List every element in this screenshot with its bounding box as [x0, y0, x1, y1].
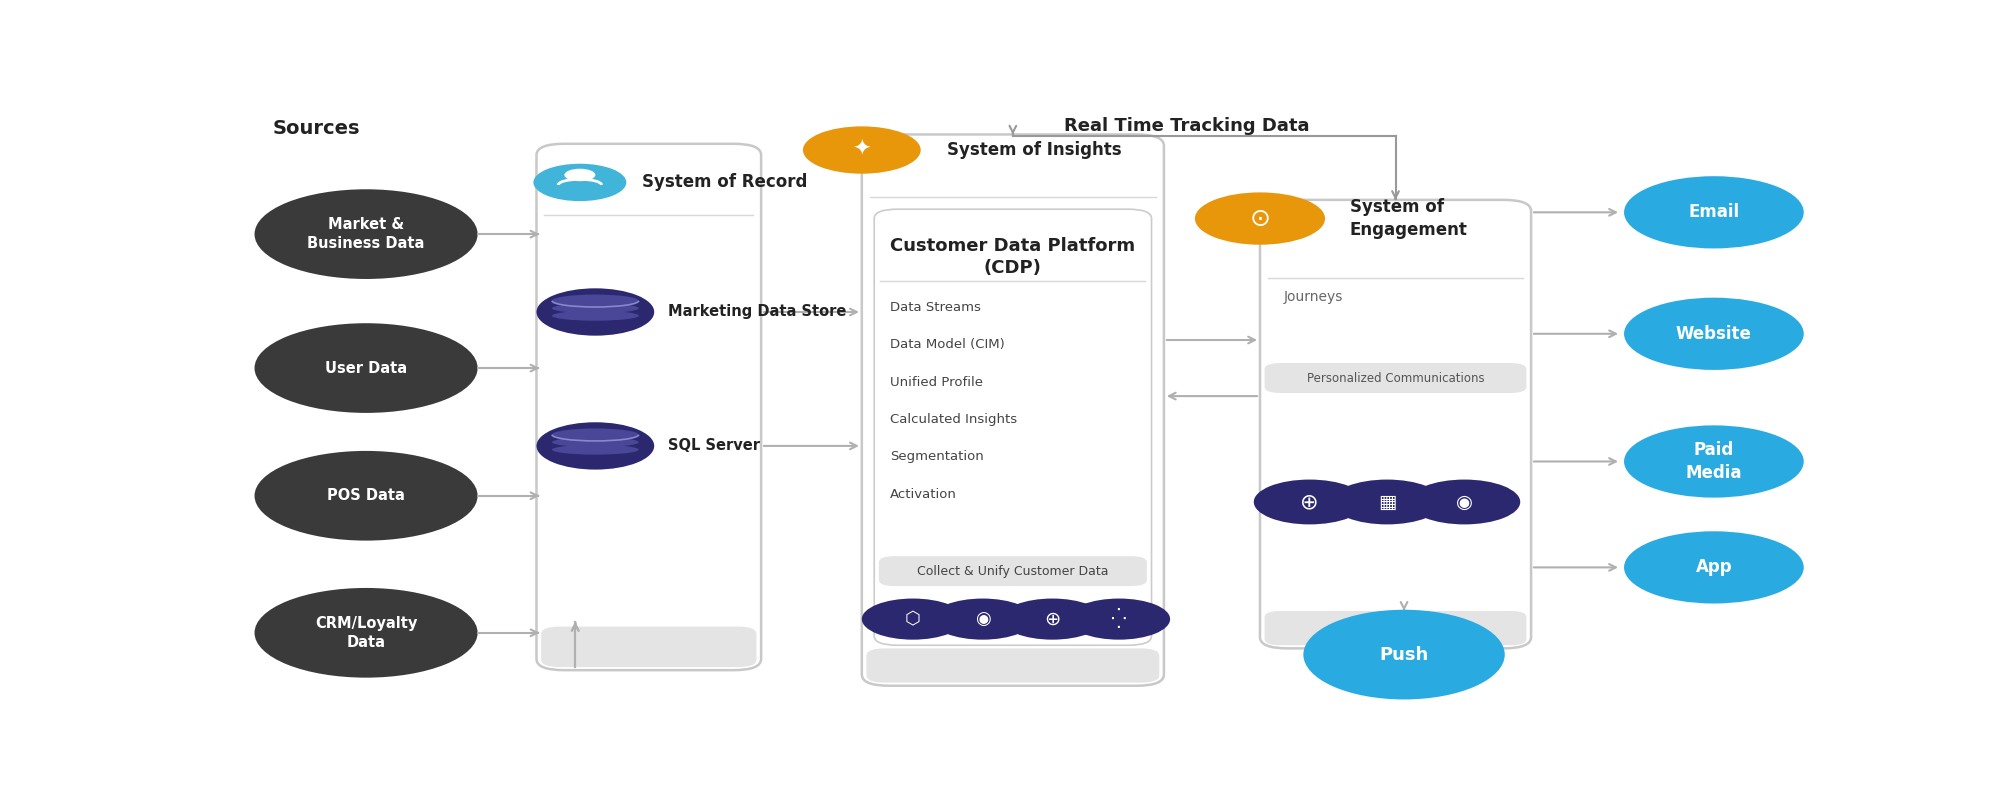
Circle shape: [254, 324, 478, 413]
Ellipse shape: [551, 303, 639, 313]
Text: Calculated Insights: Calculated Insights: [889, 413, 1017, 426]
Text: Paid
Media: Paid Media: [1684, 442, 1742, 481]
Circle shape: [254, 451, 478, 540]
Text: Email: Email: [1688, 203, 1738, 222]
Circle shape: [1253, 480, 1365, 524]
Text: Journeys: Journeys: [1283, 290, 1343, 304]
Circle shape: [803, 126, 921, 174]
Text: Customer Data Platform
(CDP): Customer Data Platform (CDP): [889, 237, 1135, 277]
FancyBboxPatch shape: [873, 210, 1151, 646]
Circle shape: [1622, 532, 1802, 604]
Ellipse shape: [551, 429, 639, 441]
FancyBboxPatch shape: [865, 648, 1159, 683]
Text: SQL Server: SQL Server: [667, 438, 759, 453]
Text: Personalized Communications: Personalized Communications: [1307, 371, 1485, 384]
Text: CRM/Loyalty
Data: CRM/Loyalty Data: [316, 616, 418, 650]
Text: System of Record: System of Record: [641, 173, 807, 192]
Text: Activation: Activation: [889, 488, 957, 501]
Circle shape: [254, 588, 478, 678]
Text: Sources: Sources: [274, 119, 360, 138]
Text: System of
Engagement: System of Engagement: [1349, 198, 1467, 239]
FancyBboxPatch shape: [879, 556, 1147, 586]
Text: User Data: User Data: [326, 361, 408, 375]
Circle shape: [535, 288, 653, 336]
FancyBboxPatch shape: [535, 144, 761, 670]
Circle shape: [1622, 298, 1802, 370]
Text: System of Insights: System of Insights: [947, 141, 1121, 159]
Text: Real Time Tracking Data: Real Time Tracking Data: [1063, 117, 1309, 135]
FancyBboxPatch shape: [861, 134, 1163, 686]
Text: ⬡: ⬡: [905, 610, 921, 628]
Text: ⊕: ⊕: [1299, 492, 1319, 512]
Text: ◉: ◉: [975, 610, 991, 628]
Text: Website: Website: [1674, 324, 1750, 343]
Text: ⊕: ⊕: [1043, 610, 1061, 629]
Circle shape: [1195, 193, 1325, 244]
Circle shape: [1067, 599, 1169, 640]
Text: Market &
Business Data: Market & Business Data: [308, 217, 424, 252]
Ellipse shape: [1303, 610, 1504, 700]
Text: Data Model (CIM): Data Model (CIM): [889, 338, 1003, 351]
Ellipse shape: [551, 294, 639, 307]
Circle shape: [1622, 176, 1802, 248]
Text: ⊙: ⊙: [1249, 206, 1271, 231]
Text: Marketing Data Store: Marketing Data Store: [667, 304, 845, 320]
Text: ▦: ▦: [1377, 493, 1395, 511]
Ellipse shape: [551, 311, 639, 320]
Circle shape: [535, 422, 653, 469]
Text: Push: Push: [1379, 646, 1429, 663]
FancyBboxPatch shape: [1265, 363, 1526, 393]
Ellipse shape: [551, 445, 639, 455]
FancyBboxPatch shape: [1259, 200, 1530, 648]
Circle shape: [563, 169, 595, 181]
Circle shape: [533, 163, 625, 201]
Circle shape: [254, 189, 478, 279]
Text: Unified Profile: Unified Profile: [889, 375, 983, 388]
Circle shape: [1622, 426, 1802, 498]
Text: App: App: [1694, 558, 1732, 576]
Circle shape: [1001, 599, 1103, 640]
Circle shape: [1331, 480, 1443, 524]
Text: ◉: ◉: [1455, 493, 1473, 511]
Text: POS Data: POS Data: [328, 489, 406, 503]
Circle shape: [931, 599, 1033, 640]
Text: ⁛: ⁛: [1111, 609, 1127, 629]
Circle shape: [861, 599, 963, 640]
Text: Data Streams: Data Streams: [889, 301, 981, 314]
Text: Segmentation: Segmentation: [889, 451, 983, 464]
Circle shape: [1409, 480, 1520, 524]
Text: Collect & Unify Customer Data: Collect & Unify Customer Data: [917, 565, 1109, 578]
Ellipse shape: [551, 437, 639, 447]
FancyBboxPatch shape: [541, 626, 755, 667]
FancyBboxPatch shape: [1265, 611, 1526, 646]
Text: ✦: ✦: [851, 140, 871, 160]
